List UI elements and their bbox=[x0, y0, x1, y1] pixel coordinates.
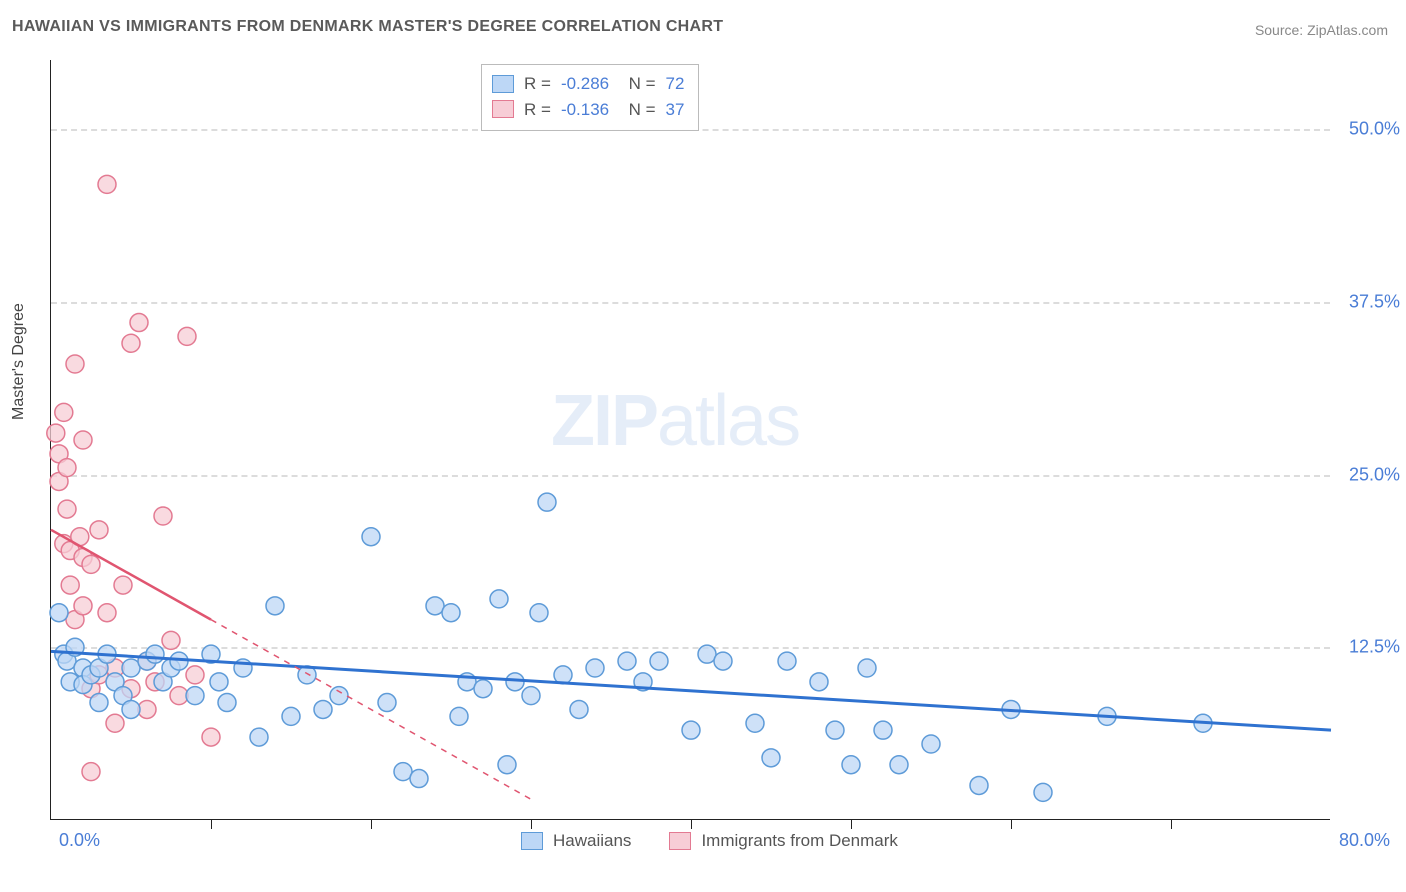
legend-n-value-0: 72 bbox=[666, 71, 685, 97]
data-point bbox=[106, 714, 124, 732]
data-point bbox=[130, 314, 148, 332]
data-point bbox=[122, 334, 140, 352]
y-tick-label: 12.5% bbox=[1336, 637, 1400, 658]
y-axis-label: Master's Degree bbox=[10, 303, 28, 420]
data-point bbox=[618, 652, 636, 670]
data-point bbox=[810, 673, 828, 691]
data-point bbox=[178, 327, 196, 345]
legend-row-hawaiians: R = -0.286 N = 72 bbox=[492, 71, 684, 97]
data-point bbox=[55, 403, 73, 421]
data-point bbox=[122, 700, 140, 718]
data-point bbox=[490, 590, 508, 608]
data-point bbox=[714, 652, 732, 670]
data-point bbox=[498, 756, 516, 774]
source-attribution: Source: ZipAtlas.com bbox=[1255, 22, 1388, 38]
data-point bbox=[74, 597, 92, 615]
data-point bbox=[858, 659, 876, 677]
correlation-legend: R = -0.286 N = 72 R = -0.136 N = 37 bbox=[481, 64, 699, 131]
legend-r-label: R = bbox=[524, 97, 551, 123]
data-point bbox=[218, 694, 236, 712]
data-point bbox=[82, 555, 100, 573]
legend-n-label: N = bbox=[619, 97, 655, 123]
legend-r-value-1: -0.136 bbox=[561, 97, 609, 123]
data-point bbox=[74, 431, 92, 449]
data-point bbox=[362, 528, 380, 546]
data-point bbox=[442, 604, 460, 622]
data-point bbox=[98, 604, 116, 622]
data-point bbox=[530, 604, 548, 622]
data-point bbox=[874, 721, 892, 739]
swatch-denmark-bottom bbox=[669, 832, 691, 850]
data-point bbox=[970, 776, 988, 794]
data-point bbox=[98, 175, 116, 193]
legend-n-value-1: 37 bbox=[666, 97, 685, 123]
data-point bbox=[538, 493, 556, 511]
data-point bbox=[778, 652, 796, 670]
legend-label-hawaiians: Hawaiians bbox=[553, 831, 631, 851]
chart-title: HAWAIIAN VS IMMIGRANTS FROM DENMARK MAST… bbox=[12, 18, 723, 36]
y-tick-label: 25.0% bbox=[1336, 464, 1400, 485]
data-point bbox=[50, 604, 68, 622]
x-tick bbox=[851, 819, 852, 829]
data-point bbox=[450, 707, 468, 725]
data-point bbox=[114, 576, 132, 594]
data-point bbox=[746, 714, 764, 732]
data-point bbox=[250, 728, 268, 746]
x-axis-min-label: 0.0% bbox=[59, 830, 100, 851]
x-tick bbox=[691, 819, 692, 829]
data-point bbox=[378, 694, 396, 712]
data-point bbox=[474, 680, 492, 698]
data-point bbox=[202, 728, 220, 746]
series-legend: Hawaiians Immigrants from Denmark bbox=[521, 831, 898, 851]
x-tick bbox=[1011, 819, 1012, 829]
x-tick bbox=[1171, 819, 1172, 829]
data-point bbox=[762, 749, 780, 767]
data-point bbox=[58, 459, 76, 477]
legend-row-denmark: R = -0.136 N = 37 bbox=[492, 97, 684, 123]
data-point bbox=[186, 666, 204, 684]
data-point bbox=[186, 687, 204, 705]
data-point bbox=[154, 507, 172, 525]
x-axis-max-label: 80.0% bbox=[1339, 830, 1390, 851]
y-tick-label: 37.5% bbox=[1336, 291, 1400, 312]
data-point bbox=[410, 770, 428, 788]
data-point bbox=[266, 597, 284, 615]
data-point bbox=[90, 694, 108, 712]
data-point bbox=[162, 631, 180, 649]
data-point bbox=[82, 763, 100, 781]
data-point bbox=[1034, 783, 1052, 801]
data-point bbox=[282, 707, 300, 725]
data-point bbox=[922, 735, 940, 753]
legend-r-label: R = bbox=[524, 71, 551, 97]
data-point bbox=[522, 687, 540, 705]
swatch-hawaiians-bottom bbox=[521, 832, 543, 850]
data-point bbox=[826, 721, 844, 739]
data-point bbox=[58, 500, 76, 518]
data-point bbox=[586, 659, 604, 677]
data-point bbox=[842, 756, 860, 774]
legend-n-label: N = bbox=[619, 71, 655, 97]
data-point bbox=[210, 673, 228, 691]
x-tick bbox=[211, 819, 212, 829]
data-point bbox=[570, 700, 588, 718]
data-point bbox=[890, 756, 908, 774]
data-point bbox=[330, 687, 348, 705]
data-point bbox=[61, 576, 79, 594]
x-tick bbox=[371, 819, 372, 829]
x-tick bbox=[531, 819, 532, 829]
legend-r-value-0: -0.286 bbox=[561, 71, 609, 97]
legend-label-denmark: Immigrants from Denmark bbox=[701, 831, 897, 851]
data-point bbox=[47, 424, 65, 442]
scatter-svg bbox=[51, 60, 1330, 819]
data-point bbox=[682, 721, 700, 739]
swatch-hawaiians bbox=[492, 75, 514, 93]
swatch-denmark bbox=[492, 100, 514, 118]
data-point bbox=[146, 645, 164, 663]
plot-area: ZIPatlas 12.5%25.0%37.5%50.0% R = -0.286… bbox=[50, 60, 1330, 820]
data-point bbox=[90, 521, 108, 539]
data-point bbox=[650, 652, 668, 670]
y-tick-label: 50.0% bbox=[1336, 119, 1400, 140]
data-point bbox=[314, 700, 332, 718]
data-point bbox=[66, 355, 84, 373]
